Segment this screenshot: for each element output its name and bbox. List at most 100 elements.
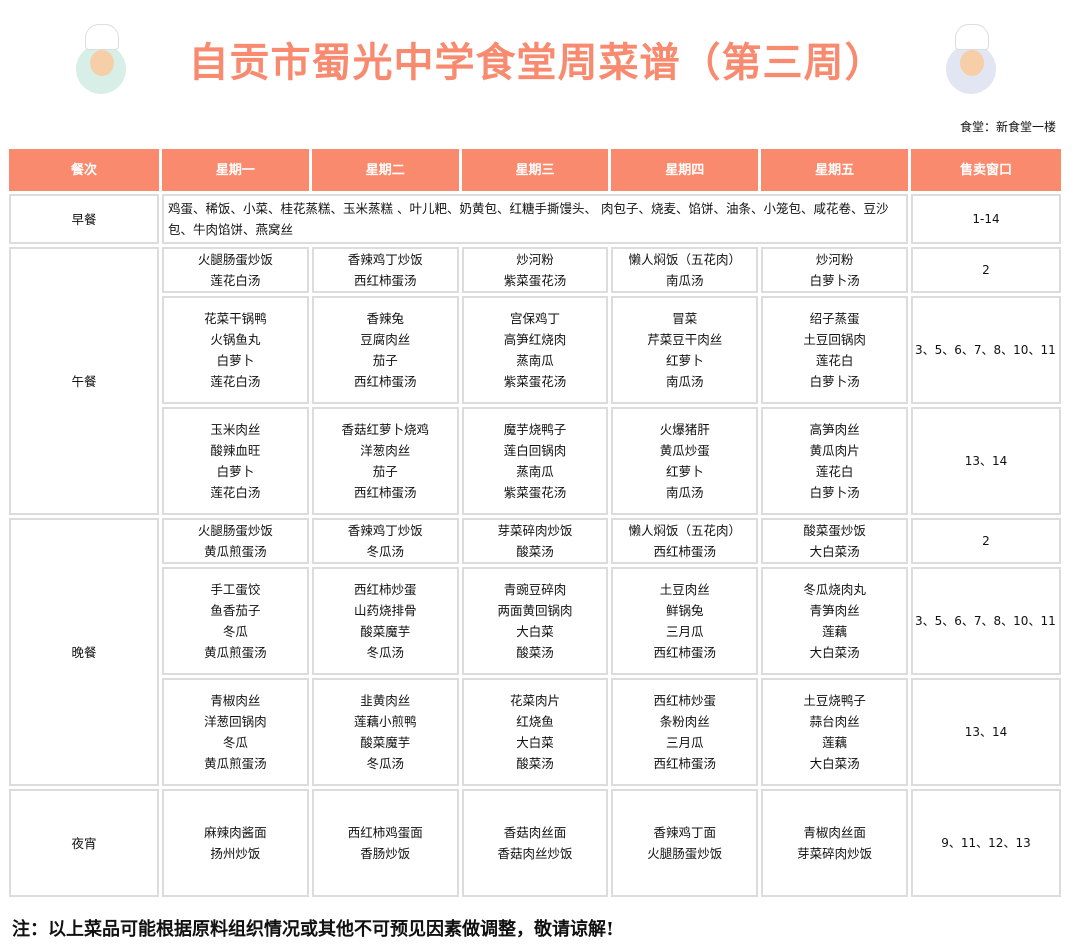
dish-cell: 懒人焖饭（五花肉） 南瓜汤 [611, 247, 759, 293]
dish-item: 芽菜碎肉炒饭 [797, 846, 873, 861]
meal-label: 午餐 [9, 247, 159, 515]
dish-item: 莲花白汤 [210, 485, 261, 500]
page-title: 自贡市蜀光中学食堂周菜谱（第三周） [188, 40, 886, 86]
dish-cell: 青豌豆碎肉 两面黄回锅肉 大白菜 酸菜汤 [461, 567, 609, 675]
dish-item: 宫保鸡丁 [509, 311, 560, 326]
dish-item: 紫菜蛋花汤 [503, 485, 567, 500]
dish-item: 白萝卜汤 [809, 374, 860, 389]
dish-item: 冬瓜 [222, 735, 248, 750]
dish-item: 高笋肉丝 [809, 422, 860, 437]
dish-item: 扬州炒饭 [210, 846, 261, 861]
dish-cell: 火腿肠蛋炒饭 黄瓜煎蛋汤 [162, 518, 309, 564]
dish-item: 冬瓜汤 [366, 645, 404, 660]
dish-item: 香菇红萝卜烧鸡 [341, 422, 429, 437]
dish-cell: 麻辣肉酱面 扬州炒饭 [162, 789, 309, 897]
dish-cell: 青椒肉丝 洋葱回锅肉 冬瓜 黄瓜煎蛋汤 [162, 678, 309, 786]
dish-item: 西红柿炒蛋 [353, 582, 417, 597]
dish-item: 红烧鱼 [516, 714, 554, 729]
dish-item: 懒人焖饭（五花肉） [628, 252, 742, 267]
dish-item: 鱼香茄子 [210, 603, 261, 618]
dish-item: 冬瓜汤 [366, 756, 404, 771]
dish-item: 魔芋烧鸭子 [503, 422, 567, 437]
dish-item: 芹菜豆干肉丝 [647, 332, 723, 347]
dish-item: 大白菜汤 [809, 544, 860, 559]
dish-item: 红萝卜 [666, 353, 704, 368]
window-cell: 3、5、6、7、8、10、11 [911, 567, 1061, 675]
menu-table: 餐次 星期一 星期二 星期三 星期四 星期五 售卖窗口 早餐 鸡蛋、稀饭、小菜、… [6, 146, 1064, 900]
dish-item: 香辣兔 [366, 311, 404, 326]
dish-item: 芽菜碎肉炒饭 [497, 523, 573, 538]
dish-cell: 土豆烧鸭子 蒜台肉丝 莲藕 大白菜汤 [761, 678, 908, 786]
dish-item: 高笋红烧肉 [503, 332, 567, 347]
meal-label: 夜宵 [9, 789, 159, 897]
dish-item: 冒菜 [672, 311, 698, 326]
dish-item: 西红柿炒蛋 [653, 693, 717, 708]
dish-item: 青笋肉丝 [809, 603, 860, 618]
dish-cell: 韭黄肉丝 莲藕小煎鸭 酸菜魔芋 冬瓜汤 [311, 678, 459, 786]
footnote: 注：以上菜品可能根据原料组织情况或其他不可预见因素做调整，敬请谅解! [12, 919, 614, 940]
dish-item: 三月瓜 [666, 735, 704, 750]
lunch-row: 玉米肉丝 酸辣血旺 白萝卜 莲花白汤 香菇红萝卜烧鸡 洋葱肉丝 茄子 西红柿蛋汤 魔芋烧鸭子 莲白… [9, 407, 1061, 515]
dish-item: 青椒肉丝 [210, 693, 261, 708]
dish-cell: 魔芋烧鸭子莲白回锅肉蒸南瓜紫菜蛋花汤 [461, 407, 609, 515]
breakfast-row: 早餐 鸡蛋、稀饭、小菜、桂花蒸糕、玉米蒸糕 、叶儿粑、奶黄包、红糖手撕馒头、 肉… [9, 194, 1061, 244]
dish-item: 酸菜汤 [516, 544, 554, 559]
dish-item: 紫菜蛋花汤 [503, 273, 567, 288]
header-meal: 餐次 [9, 149, 159, 191]
dish-item: 韭黄肉丝 [360, 693, 411, 708]
dish-item: 黄瓜煎蛋汤 [204, 544, 267, 559]
header-window: 售卖窗口 [911, 149, 1061, 191]
chef-boy-icon [940, 24, 1002, 94]
dish-cell: 火腿肠蛋炒饭 莲花白汤 [162, 247, 309, 293]
dish-cell: 西红柿炒蛋 条粉肉丝 三月瓜 西红柿蛋汤 [611, 678, 759, 786]
dish-item: 蒜台肉丝 [809, 714, 860, 729]
dish-cell: 芽菜碎肉炒饭 酸菜汤 [461, 518, 609, 564]
meal-label: 早餐 [9, 194, 159, 244]
dish-item: 冬瓜汤 [366, 544, 404, 559]
dish-item: 两面黄回锅肉 [497, 603, 573, 618]
dish-cell: 宫保鸡丁高笋红烧肉蒸南瓜紫菜蛋花汤 [461, 296, 609, 404]
dish-item: 大白菜汤 [809, 645, 860, 660]
dish-item: 紫菜蛋花汤 [503, 374, 567, 389]
night-row: 夜宵 麻辣肉酱面 扬州炒饭 西红柿鸡蛋面 香肠炒饭 香菇肉丝面 香菇肉丝炒饭 香辣鸡丁面 火腿肠… [9, 789, 1061, 897]
dish-item: 蒸南瓜 [516, 464, 554, 479]
dish-cell: 炒河粉 白萝卜汤 [761, 247, 908, 293]
dish-item: 莲白回锅肉 [503, 443, 567, 458]
dish-item: 火爆猪肝 [659, 422, 710, 437]
window-cell: 13、14 [911, 678, 1061, 786]
dish-cell: 冒菜 芹菜豆干肉丝 红萝卜 南瓜汤 [611, 296, 759, 404]
dish-item: 火锅鱼丸 [210, 332, 261, 347]
dish-item: 茄子 [372, 464, 398, 479]
chef-girl-icon [70, 24, 132, 94]
dish-item: 冬瓜烧肉丸 [803, 582, 866, 597]
window-cell: 2 [911, 247, 1061, 293]
dish-cell: 绍子蒸蛋 土豆回锅肉 莲花白 白萝卜汤 [761, 296, 908, 404]
dish-cell: 香辣鸡丁炒饭 冬瓜汤 [311, 518, 459, 564]
dish-item: 大白菜 [516, 735, 554, 750]
dish-item: 莲花白汤 [210, 374, 261, 389]
dish-item: 香辣鸡丁面 [653, 825, 717, 840]
window-cell: 9、11、12、13 [911, 789, 1061, 897]
dish-cell: 炒河粉 紫菜蛋花汤 [461, 247, 609, 293]
dinner-row: 晚餐 火腿肠蛋炒饭 黄瓜煎蛋汤 香辣鸡丁炒饭 冬瓜汤 芽菜碎肉炒饭 酸菜汤 懒人焖饭（五花肉）… [9, 518, 1061, 786]
dish-item: 炒河粉 [516, 252, 554, 267]
dish-item: 莲花白 [815, 464, 854, 479]
dish-item: 香肠炒饭 [360, 846, 411, 861]
window-cell: 3、5、6、7、8、10、11 [911, 296, 1061, 404]
dish-item: 山药烧排骨 [353, 603, 417, 618]
dish-item: 酸菜魔芋 [360, 624, 411, 639]
header-row: 餐次 星期一 星期二 星期三 星期四 星期五 售卖窗口 [9, 149, 1061, 191]
window-cell: 1-14 [911, 194, 1061, 244]
dish-cell: 火爆猪肝 黄瓜炒蛋 红萝卜 南瓜汤 [611, 407, 759, 515]
dish-item: 酸菜魔芋 [360, 735, 411, 750]
dish-item: 蒸南瓜 [516, 353, 554, 368]
dish-item: 土豆回锅肉 [803, 332, 866, 347]
dish-item: 红萝卜 [666, 464, 704, 479]
dish-item: 青豌豆碎肉 [503, 582, 567, 597]
dish-item: 豆腐肉丝 [360, 332, 411, 347]
dish-cell: 香辣鸡丁炒饭 西红柿蛋汤 [311, 247, 459, 293]
dish-item: 条粉肉丝 [659, 714, 710, 729]
dish-item: 西红柿蛋汤 [653, 544, 717, 559]
dish-cell: 冬瓜烧肉丸青笋肉丝莲藕大白菜汤 [761, 567, 908, 675]
dish-item: 莲藕 [822, 624, 848, 639]
